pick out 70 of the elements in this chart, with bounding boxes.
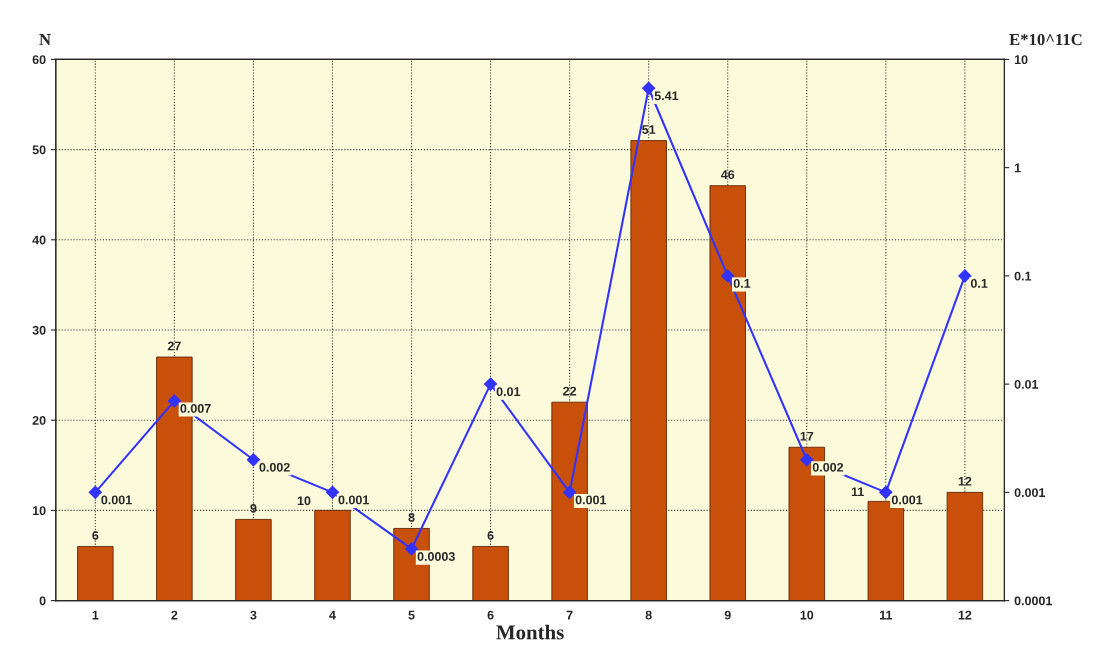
data-label: 0.002 — [812, 462, 844, 472]
data-label: 0.001 — [101, 495, 132, 505]
data-label: 27 — [167, 341, 181, 351]
y2-tick-label: 10 — [1014, 55, 1028, 65]
x-tick-label: 11 — [880, 610, 893, 620]
bar — [77, 546, 114, 601]
point — [721, 269, 735, 283]
bar — [472, 546, 509, 601]
y2-axis-title: E*10^11C — [1009, 33, 1082, 46]
x-tick-label: 10 — [800, 610, 814, 620]
data-label: 6 — [487, 530, 494, 540]
y-tick-label: 40 — [32, 235, 46, 245]
point — [246, 453, 261, 467]
y2-tick-label: 0.1 — [1014, 271, 1032, 281]
data-label: 8 — [408, 512, 415, 522]
data-label: 0.1 — [970, 278, 988, 288]
point — [958, 269, 972, 283]
data-label: 0.002 — [259, 462, 290, 472]
point — [88, 485, 102, 499]
y2-tick-label: 0.0001 — [1014, 596, 1053, 606]
data-label: 0.007 — [180, 403, 211, 413]
y-tick-label: 0 — [39, 596, 46, 606]
data-label: 11 — [851, 487, 864, 497]
y2-tick-label: 1 — [1014, 163, 1021, 173]
point — [563, 485, 577, 499]
y-tick-label: 50 — [32, 145, 46, 155]
y2-tick-label: 0.01 — [1014, 379, 1039, 389]
data-label: 0.001 — [575, 495, 607, 505]
x-tick-label: 1 — [92, 610, 99, 620]
point — [325, 485, 340, 499]
x-tick-label: 8 — [645, 610, 652, 620]
y-axis-title: N — [39, 34, 51, 46]
data-label: 5.41 — [654, 91, 679, 101]
x-tick-label: 6 — [487, 610, 494, 620]
point — [483, 377, 498, 391]
bar — [946, 491, 984, 601]
x-tick-label: 2 — [171, 610, 178, 620]
x-tick-label: 5 — [408, 610, 415, 620]
point — [404, 542, 419, 556]
data-label: 0.0003 — [417, 552, 455, 561]
data-label: 10 — [297, 496, 311, 506]
data-label: 0.01 — [496, 387, 521, 397]
bar — [630, 140, 667, 601]
data-label: 12 — [958, 476, 972, 486]
y-tick-label: 20 — [32, 416, 46, 425]
bar — [235, 519, 272, 601]
y-tick-label: 60 — [32, 55, 46, 65]
data-label: 22 — [563, 386, 577, 396]
data-label: 51 — [642, 125, 656, 134]
x-tick-label: 12 — [958, 610, 972, 620]
data-label: 0.001 — [338, 495, 369, 505]
x-tick-label: 9 — [724, 610, 731, 620]
point — [800, 453, 814, 467]
data-label: 0.001 — [891, 495, 923, 505]
x-tick-label: 7 — [566, 610, 573, 620]
data-label: 9 — [250, 503, 257, 513]
y-tick-label: 30 — [32, 325, 46, 335]
data-label: 17 — [800, 431, 814, 441]
point — [879, 485, 893, 499]
y-tick-label: 10 — [32, 506, 46, 516]
y2-tick-label: 0.001 — [1014, 488, 1046, 498]
data-label: 6 — [92, 530, 99, 540]
x-tick-label: 4 — [329, 610, 336, 620]
point — [642, 81, 656, 95]
x-tick-label: 3 — [250, 610, 257, 620]
point — [167, 394, 181, 408]
x-axis-title: Months — [496, 624, 564, 640]
bar — [314, 509, 351, 601]
data-label: 46 — [720, 170, 735, 180]
data-label: 0.1 — [733, 278, 751, 288]
